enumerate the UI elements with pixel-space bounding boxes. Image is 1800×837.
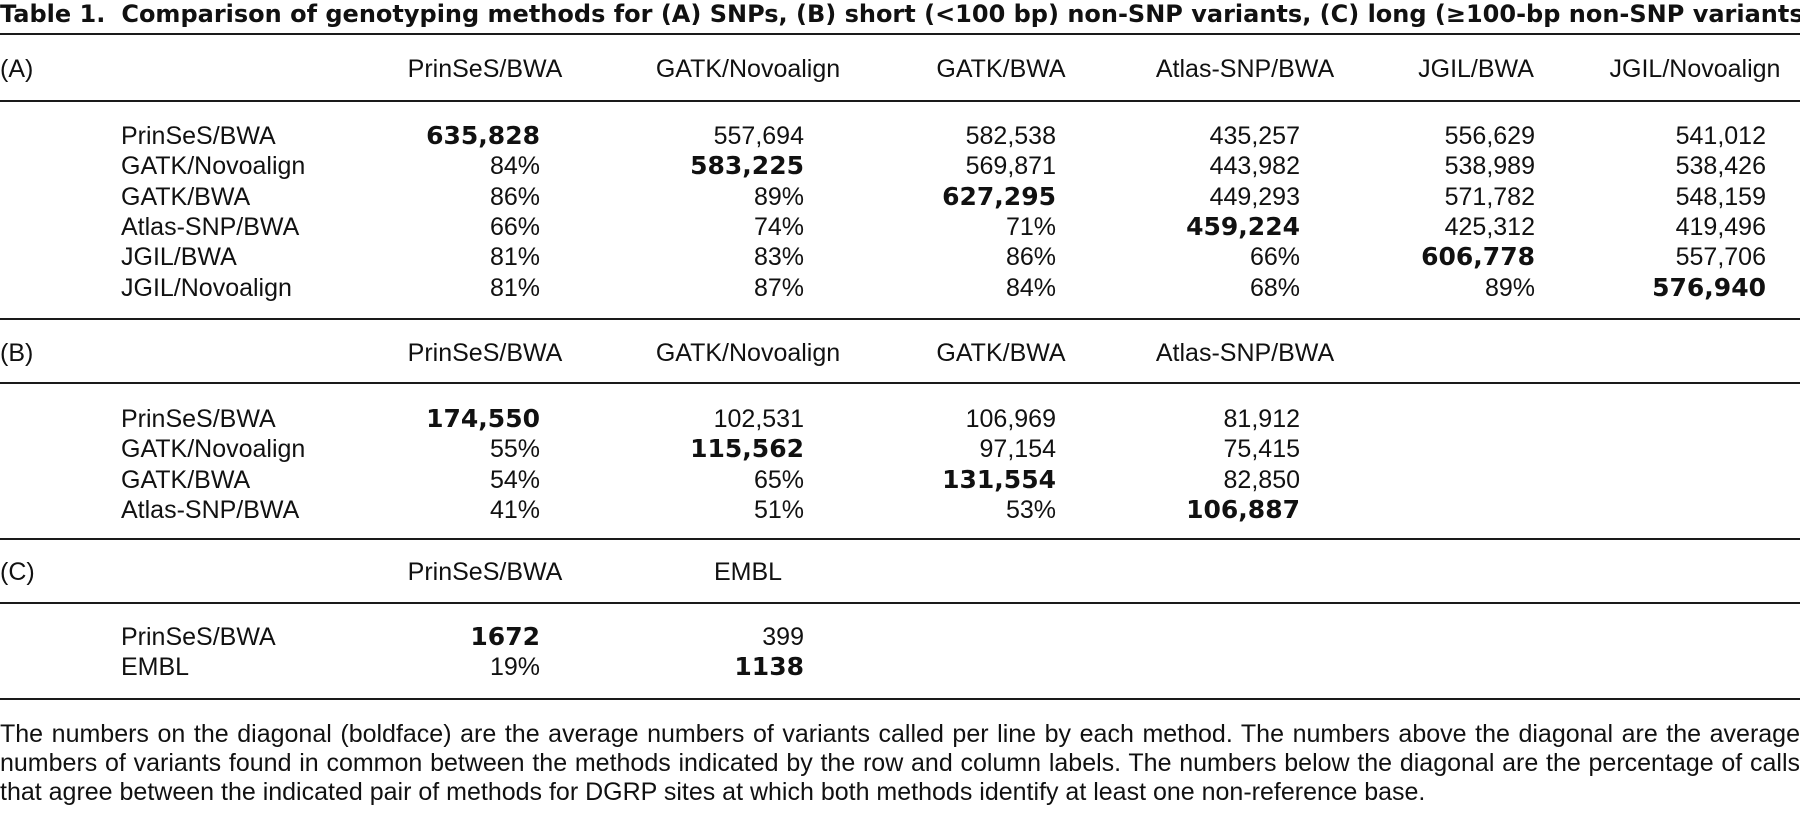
table-cell: 51%: [753, 495, 804, 524]
table-cell: 41%: [489, 495, 540, 524]
column-header: GATK/Novoalign: [655, 55, 841, 83]
table-cell: 89%: [1484, 273, 1535, 302]
table-cell: 89%: [753, 182, 804, 211]
column-header: PrinSeS/BWA: [407, 55, 563, 83]
table-cell: 84%: [489, 152, 540, 181]
column-header: PrinSeS/BWA: [407, 558, 563, 586]
table-cell: 74%: [753, 212, 804, 241]
column-header: JGIL/BWA: [1418, 55, 1534, 83]
table-cell: 443,982: [1209, 152, 1300, 181]
table-cell: 449,293: [1209, 182, 1300, 211]
row-label: Atlas-SNP/BWA: [121, 495, 300, 524]
table-cell: 81%: [489, 243, 540, 272]
row-label: PrinSeS/BWA: [121, 623, 276, 651]
row-label: JGIL/Novoalign: [121, 273, 292, 302]
table-cell: 538,989: [1444, 152, 1535, 181]
table-cell: 399: [762, 623, 804, 651]
diagonal-cell: 583,225: [690, 151, 804, 181]
section-label: (B): [0, 339, 34, 367]
table-cell: 81%: [489, 273, 540, 302]
table-cell: 435,257: [1209, 122, 1300, 150]
column-header: GATK/BWA: [936, 339, 1066, 367]
diagonal-cell: 627,295: [942, 181, 1056, 211]
table-cell: 75,415: [1223, 435, 1300, 464]
section-top-rule: [0, 538, 1800, 540]
table-cell: 66%: [489, 212, 540, 241]
diagonal-cell: 606,778: [1421, 242, 1535, 272]
table-cell: 71%: [1005, 212, 1056, 241]
table-cell: 53%: [1005, 495, 1056, 524]
table-cell: 19%: [489, 653, 540, 682]
column-header: GATK/Novoalign: [655, 339, 841, 367]
table-cell: 83%: [753, 243, 804, 272]
diagonal-cell: 1138: [734, 652, 804, 682]
table-cell: 84%: [1005, 273, 1056, 302]
row-label: EMBL: [121, 653, 190, 682]
section-top-rule: [0, 318, 1800, 320]
table-cell: 556,629: [1444, 122, 1535, 150]
diagonal-cell: 1672: [470, 622, 540, 651]
diagonal-cell: 174,550: [426, 404, 540, 433]
table-cell: 571,782: [1444, 182, 1535, 211]
table-cell: 66%: [1249, 243, 1300, 272]
table-footnote: The numbers on the diagonal (boldface) a…: [0, 720, 1800, 806]
row-label: GATK/Novoalign: [121, 152, 306, 181]
table-cell: 65%: [753, 465, 804, 494]
table-cell: 582,538: [965, 122, 1056, 150]
table-bottom-rule: [0, 698, 1800, 700]
table-cell: 81,912: [1223, 405, 1300, 433]
section-header-rule: [0, 602, 1800, 604]
section-header-rule: [0, 382, 1800, 384]
row-label: GATK/BWA: [121, 182, 251, 211]
diagonal-cell: 635,828: [426, 121, 540, 150]
diagonal-cell: 131,554: [942, 464, 1056, 494]
row-label: PrinSeS/BWA: [121, 405, 276, 433]
diagonal-cell: 115,562: [690, 434, 804, 464]
diagonal-cell: 106,887: [1186, 494, 1300, 524]
column-header: JGIL/Novoalign: [1609, 55, 1781, 83]
table-cell: 87%: [753, 273, 804, 302]
table-cell: 97,154: [979, 435, 1056, 464]
table-cell: 86%: [1005, 243, 1056, 272]
table-cell: 86%: [489, 182, 540, 211]
table-cell: 548,159: [1675, 182, 1766, 211]
table-cell: 106,969: [965, 405, 1056, 433]
table-caption: Table 1. Comparison of genotyping methods…: [0, 0, 1800, 28]
row-label: GATK/Novoalign: [121, 435, 306, 464]
table-cell: 68%: [1249, 273, 1300, 302]
table-cell: 102,531: [713, 405, 804, 433]
section-label: (C): [0, 558, 35, 586]
row-label: JGIL/BWA: [121, 243, 237, 272]
table-cell: 569,871: [965, 152, 1056, 181]
table-label: Table 1.: [0, 0, 106, 28]
column-header: Atlas-SNP/BWA: [1155, 55, 1335, 83]
table-cell: 55%: [489, 435, 540, 464]
table-cell: 557,706: [1675, 243, 1766, 272]
table-cell: 419,496: [1675, 212, 1766, 241]
table-cell: 541,012: [1675, 122, 1766, 150]
diagonal-cell: 459,224: [1186, 211, 1300, 241]
section-header-rule: [0, 100, 1800, 102]
table-cell: 54%: [489, 465, 540, 494]
row-label: PrinSeS/BWA: [121, 122, 276, 150]
column-header: Atlas-SNP/BWA: [1155, 339, 1335, 367]
column-header: GATK/BWA: [936, 55, 1066, 83]
table-cell: 538,426: [1675, 152, 1766, 181]
column-header: PrinSeS/BWA: [407, 339, 563, 367]
column-header: EMBL: [713, 558, 783, 586]
table-title: Comparison of genotyping methods for (A)…: [121, 0, 1800, 28]
row-label: Atlas-SNP/BWA: [121, 212, 300, 241]
row-label: GATK/BWA: [121, 465, 251, 494]
table-cell: 425,312: [1444, 212, 1535, 241]
section-top-rule: [0, 33, 1800, 35]
table-cell: 557,694: [713, 122, 804, 150]
diagonal-cell: 576,940: [1652, 272, 1766, 302]
table-cell: 82,850: [1223, 465, 1300, 494]
section-label: (A): [0, 55, 34, 83]
